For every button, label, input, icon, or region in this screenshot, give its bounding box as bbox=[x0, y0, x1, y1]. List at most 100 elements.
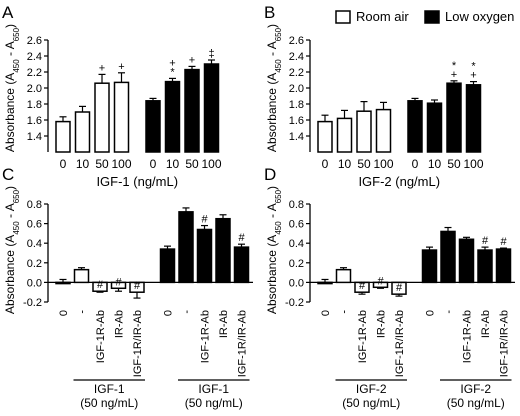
y-tick-label: 0.6 bbox=[289, 219, 304, 231]
bar-room-air bbox=[113, 81, 130, 153]
bar-low-oxygen bbox=[178, 211, 194, 284]
y-tick-label: 1.4 bbox=[289, 131, 304, 143]
panel-label-c: C bbox=[2, 165, 14, 184]
group-label: IGF-2 bbox=[460, 382, 491, 396]
legend-swatch-low-oxygen bbox=[424, 10, 440, 24]
x-category-label: - bbox=[181, 310, 193, 314]
x-category-label: IGF-1R-Ab bbox=[95, 310, 107, 363]
bar-low-oxygen bbox=[145, 100, 161, 153]
bar-low-oxygen bbox=[495, 248, 512, 284]
x-category-label: 100 bbox=[463, 157, 483, 171]
y-tick-label: 2.0 bbox=[27, 83, 42, 95]
significance-mark: # bbox=[201, 214, 208, 226]
bar-low-oxygen bbox=[465, 84, 482, 153]
y-tick-label: 0.2 bbox=[27, 258, 42, 270]
y-tick-label: -0.2 bbox=[23, 297, 42, 309]
significance-mark: # bbox=[396, 282, 403, 294]
significance-mark: # bbox=[377, 275, 384, 287]
y-tick-label: 2.6 bbox=[27, 35, 42, 47]
x-category-label: 10 bbox=[76, 157, 90, 171]
group-sublabel: (50 ng/mL) bbox=[185, 396, 243, 410]
y-tick-label: 2.6 bbox=[289, 35, 304, 47]
y-tick-label: 2.4 bbox=[289, 51, 304, 63]
y-axis-title: Absorbance (A450 - A650) bbox=[265, 186, 283, 314]
significance-mark: + bbox=[169, 57, 175, 69]
significance-mark: # bbox=[500, 236, 507, 248]
group-label: IGF-2 bbox=[356, 382, 387, 396]
significance-mark: + bbox=[99, 62, 105, 74]
bar-low-oxygen bbox=[440, 230, 456, 284]
y-tick-label: 0.8 bbox=[289, 199, 304, 211]
x-category-label: 50 bbox=[185, 157, 199, 171]
significance-mark: # bbox=[134, 280, 141, 292]
panel-b-chart: 1.4 1.6 1.8 2.0 2.2 2.4 2.6 Absorbance (A450 - … bbox=[265, 24, 484, 189]
significance-mark: # bbox=[482, 235, 489, 247]
bar-low-oxygen bbox=[458, 238, 475, 284]
x-category-label: 0 bbox=[412, 157, 419, 171]
y-tick-label: 1.8 bbox=[27, 99, 42, 111]
bar-room-air bbox=[391, 281, 407, 295]
bar-room-air bbox=[372, 281, 389, 289]
bar-low-oxygen bbox=[426, 102, 443, 153]
panel-c-chart: -0.2 0.0 0.2 0.4 0.6 0.8 Absorbance (A450 - A6… bbox=[3, 186, 253, 410]
significance-mark: # bbox=[115, 276, 122, 288]
x-category-label: 0 bbox=[60, 157, 67, 171]
x-category-label: IGF-1R-Ab bbox=[462, 310, 474, 363]
y-tick-label: 1.6 bbox=[27, 115, 42, 127]
y-axis-title: Absorbance (A450 - A650) bbox=[3, 186, 21, 314]
bar-room-air bbox=[317, 120, 333, 153]
bar-room-air bbox=[129, 281, 145, 293]
panel-label-a: A bbox=[2, 3, 14, 22]
significance-mark: * bbox=[170, 66, 175, 78]
bar-room-air bbox=[317, 281, 333, 285]
legend-label-low-oxygen: Low oxygen bbox=[445, 9, 514, 24]
bar-low-oxygen bbox=[159, 248, 176, 284]
group-sublabel: (50 ng/mL) bbox=[80, 396, 138, 410]
bar-room-air bbox=[74, 111, 91, 153]
bar-low-oxygen bbox=[477, 249, 493, 284]
x-category-label: IR-Ab bbox=[376, 310, 388, 338]
group-label: IGF-1 bbox=[198, 382, 229, 396]
x-category-label: 10 bbox=[428, 157, 442, 171]
group-sublabel: (50 ng/mL) bbox=[342, 396, 400, 410]
x-axis-title: IGF-1 (ng/mL) bbox=[96, 174, 178, 189]
bar-low-oxygen bbox=[215, 217, 231, 284]
bar-low-oxygen bbox=[184, 68, 200, 153]
x-category-label: 10 bbox=[338, 157, 352, 171]
y-axis-title: Absorbance (A450 - A650) bbox=[3, 24, 21, 152]
bar-room-air bbox=[94, 82, 110, 153]
y-axis-title: Absorbance (A450 - A650) bbox=[265, 24, 283, 152]
bar-room-air bbox=[92, 281, 108, 292]
group-sublabel: (50 ng/mL) bbox=[447, 396, 505, 410]
bar-room-air bbox=[335, 268, 352, 284]
y-tick-label: 0.4 bbox=[27, 238, 42, 250]
y-tick-label: 2.0 bbox=[289, 83, 304, 95]
significance-mark: # bbox=[97, 279, 104, 291]
bar-low-oxygen bbox=[164, 80, 181, 153]
significance-mark: + bbox=[451, 69, 457, 81]
bar-low-oxygen bbox=[196, 228, 213, 284]
significance-mark: # bbox=[359, 280, 366, 292]
panel-label-d: D bbox=[264, 165, 276, 184]
x-category-label: 50 bbox=[357, 157, 371, 171]
x-category-label: 0 bbox=[320, 310, 332, 316]
bar-room-air bbox=[110, 281, 127, 290]
x-category-label: IR-Ab bbox=[114, 310, 126, 338]
x-category-label: 0 bbox=[150, 157, 157, 171]
y-tick-label: 2.2 bbox=[27, 67, 42, 79]
x-category-label: IGF-1R/IR-Ab bbox=[132, 310, 144, 377]
y-tick-label: 0.4 bbox=[289, 238, 304, 250]
significance-mark: + bbox=[189, 54, 195, 66]
bar-low-oxygen bbox=[203, 63, 220, 153]
significance-mark: + bbox=[118, 61, 124, 73]
panel-label-b: B bbox=[264, 3, 275, 22]
panel-a-chart: 1.4 1.6 1.8 2.0 2.2 2.4 2.6 Absorbance (A450 - … bbox=[3, 24, 222, 189]
x-category-label: IGF-1R/IR-Ab bbox=[499, 310, 511, 377]
bar-low-oxygen bbox=[407, 100, 423, 153]
x-category-label: 100 bbox=[111, 157, 131, 171]
bar-room-air bbox=[375, 108, 392, 153]
x-category-label: IGF-1R-Ab bbox=[357, 310, 369, 363]
legend-label-room-air: Room air bbox=[356, 9, 409, 24]
y-tick-label: 0.6 bbox=[27, 219, 42, 231]
